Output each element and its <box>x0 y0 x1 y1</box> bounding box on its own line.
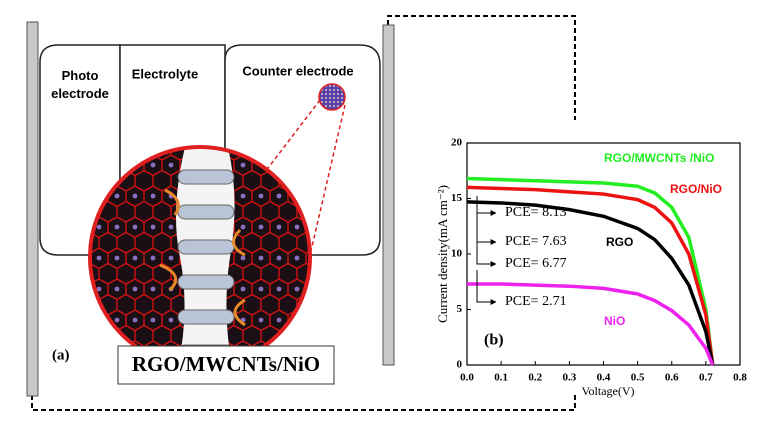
panel-label: (a) <box>52 347 70 363</box>
x-tick-label: 0.6 <box>665 372 679 384</box>
zoom-view <box>90 147 310 367</box>
box-label: Counter electrode <box>242 63 353 78</box>
caption-box <box>117 345 335 385</box>
line <box>467 282 715 366</box>
annotation-arrow <box>476 196 497 216</box>
electrode <box>382 24 395 366</box>
x-tick-label: 0.3 <box>563 372 577 384</box>
annotation: PCE= 7.63 <box>505 234 567 249</box>
y-tick-label: 20 <box>451 137 463 149</box>
x-tick-label: 0.2 <box>528 372 542 384</box>
plot-frame <box>466 142 741 366</box>
x-tick-label: 0.0 <box>460 372 474 384</box>
x-tick-label: 0.1 <box>494 372 508 384</box>
annotation-arrow <box>476 270 497 305</box>
line <box>466 176 715 366</box>
annotation: PCE= 6.77 <box>505 256 567 271</box>
line <box>466 185 715 366</box>
series-label: NiO <box>604 314 625 328</box>
box-label: Photo electrode <box>51 68 109 101</box>
y-tick-label: 5 <box>457 303 463 315</box>
annotation: PCE= 2.71 <box>505 294 567 309</box>
zoom-line <box>264 99 346 256</box>
electrode <box>26 21 39 397</box>
annotation: PCE= 8.13 <box>505 205 567 220</box>
annotation-arrow <box>476 222 497 267</box>
series-label: RGO/NiO <box>670 182 722 196</box>
x-tick-label: 0.4 <box>597 372 611 384</box>
y-tick-label: 10 <box>451 248 463 260</box>
y-tick-label: 0 <box>457 359 463 371</box>
x-axis-label: Voltage(V) <box>581 384 634 398</box>
x-tick-label: 0.5 <box>631 372 645 384</box>
box-label: Electrolyte <box>132 66 198 81</box>
line <box>466 200 715 366</box>
x-tick-label: 0.8 <box>733 372 747 384</box>
series-label: RGO <box>606 235 633 249</box>
series-label: RGO/MWCNTs /NiO <box>604 151 714 165</box>
connector <box>31 392 576 411</box>
y-tick-label: 15 <box>451 192 463 204</box>
x-tick-label: 0.7 <box>699 372 713 384</box>
panel-label: (b) <box>484 332 504 349</box>
y-axis-label: Current density(mA cm⁻²) <box>435 185 450 323</box>
connector <box>387 15 576 120</box>
zoom-source <box>318 83 346 111</box>
annotation-arrow <box>476 206 497 245</box>
caption: RGO/MWCNTs/NiO <box>132 352 320 376</box>
